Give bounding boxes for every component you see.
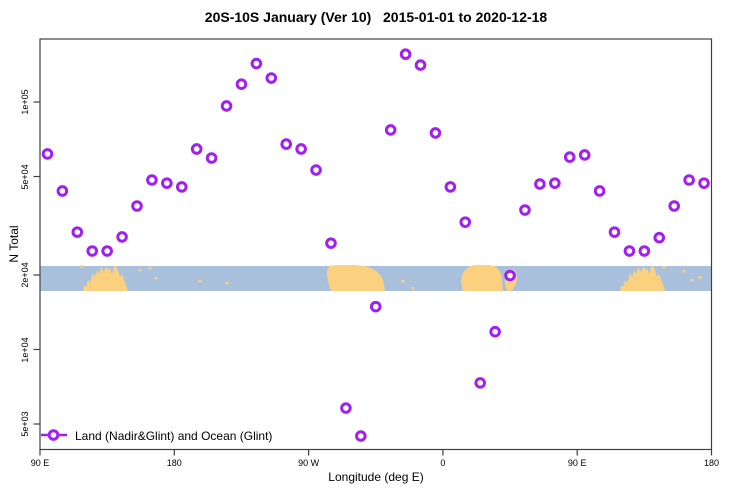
data-point xyxy=(534,178,546,190)
data-point xyxy=(668,200,680,212)
data-point xyxy=(340,402,352,414)
data-point xyxy=(593,185,606,197)
data-point xyxy=(355,430,367,442)
data-point xyxy=(86,245,99,257)
map-band-island xyxy=(682,270,686,273)
data-point xyxy=(220,100,233,112)
legend-label: Land (Nadir&Glint) and Ocean (Glint) xyxy=(75,429,273,443)
legend-marker xyxy=(47,429,60,441)
data-point xyxy=(56,185,69,197)
map-band-island xyxy=(138,269,142,272)
x-axis-title: Longitude (deg E) xyxy=(328,470,424,484)
data-point xyxy=(519,204,531,216)
map-band-land-australia xyxy=(620,265,666,291)
chart-title: 20S-10S January (Ver 10) 2015-01-01 to 2… xyxy=(204,9,548,25)
data-point xyxy=(101,245,113,257)
x-tick-label: 90 E xyxy=(567,458,587,468)
data-point xyxy=(429,127,442,139)
y-tick-label: 5e+04 xyxy=(20,163,30,190)
x-tick-label: 180 xyxy=(703,458,720,468)
map-band-land-south-america xyxy=(327,265,385,291)
data-point xyxy=(295,143,307,155)
data-point xyxy=(504,269,516,282)
y-tick-label: 5e+03 xyxy=(20,411,30,437)
data-point xyxy=(71,226,84,238)
data-point xyxy=(489,325,501,338)
map-band-island xyxy=(198,280,202,283)
data-point xyxy=(310,164,322,176)
map-band-island xyxy=(148,267,152,270)
y-tick-label: 1e+04 xyxy=(20,336,30,363)
data-point xyxy=(623,245,636,257)
data-point xyxy=(549,177,561,189)
data-point xyxy=(563,151,576,163)
data-point xyxy=(638,245,651,257)
map-band-land-australia xyxy=(83,265,128,291)
map-band-island xyxy=(154,277,158,280)
data-point xyxy=(683,174,695,186)
data-point xyxy=(41,148,54,160)
data-point xyxy=(444,181,457,193)
map-band-island xyxy=(690,279,694,282)
plot-frame xyxy=(39,38,713,451)
data-point xyxy=(698,177,710,189)
data-point xyxy=(325,237,337,249)
map-band-island xyxy=(225,282,229,285)
map-band-island xyxy=(80,265,84,268)
map-band-island xyxy=(662,266,666,269)
data-point xyxy=(146,174,158,186)
map-band-land-africa xyxy=(461,265,503,291)
data-point xyxy=(384,124,397,136)
data-point xyxy=(161,177,173,189)
data-point xyxy=(116,231,128,243)
data-point xyxy=(190,143,203,155)
data-point xyxy=(474,377,487,389)
data-point xyxy=(399,48,412,61)
data-point xyxy=(250,57,263,70)
x-tick-label: 0 xyxy=(440,458,446,468)
x-tick-label: 90 W xyxy=(298,458,320,468)
map-band-island xyxy=(401,280,405,283)
y-tick-label: 1e+05 xyxy=(20,89,30,115)
data-point xyxy=(280,138,293,150)
data-point xyxy=(459,216,472,228)
data-point xyxy=(131,200,143,212)
data-point xyxy=(205,152,218,164)
map-band-island xyxy=(411,287,415,290)
data-point xyxy=(414,59,427,71)
map-band-island xyxy=(698,276,702,279)
y-tick-label: 2e+04 xyxy=(20,262,30,288)
data-point xyxy=(235,78,248,91)
x-tick-label: 180 xyxy=(166,458,182,468)
x-tick-label: 90 E xyxy=(30,458,50,468)
data-point xyxy=(608,226,621,238)
data-point xyxy=(653,231,666,244)
data-point xyxy=(369,300,382,313)
data-point xyxy=(265,72,278,84)
data-point xyxy=(578,149,591,161)
data-point xyxy=(175,181,188,193)
